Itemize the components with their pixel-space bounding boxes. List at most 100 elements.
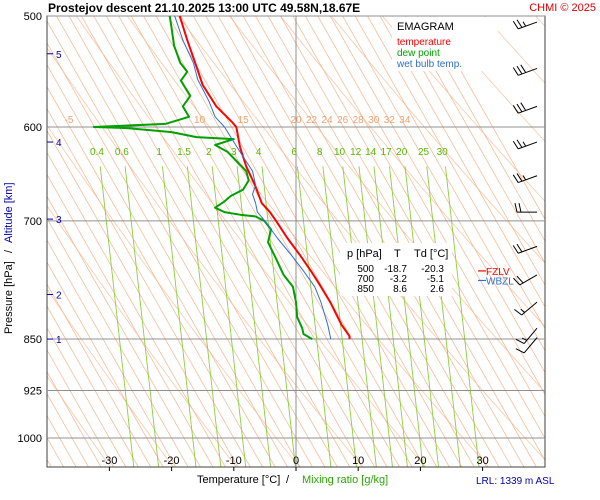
level-label-wbzl: WBZL [486,276,514,287]
x-tick-label: 0 [293,455,299,467]
mixing-ratio-label: 10 [334,147,346,158]
dry-adiabat-line [47,204,237,467]
isotherm-line [304,16,545,440]
wind-barb-flag [515,348,525,354]
x-axis-label-temperature: Temperature [°C] [197,474,280,486]
isotherm-label: 22 [306,115,318,126]
summary-header-td: Td [°C] [414,248,448,260]
pressure-tick-label: 925 [24,386,42,398]
isotherm-line [168,16,425,467]
x-tick-label: 10 [352,455,364,467]
chart-title: Prostejov descent 21.10.2025 13:00 UTC 4… [48,1,360,15]
mixing-ratio-label: 1 [156,147,162,158]
wind-barb-flag [512,140,519,150]
wind-barb [515,337,538,354]
altitude-km-label: 3 [56,215,62,226]
isotherm-line [130,16,388,467]
isotherm-line [143,16,400,467]
mixing-ratio-line [389,166,424,467]
y-axis-label-separator: / [3,249,15,253]
pressure-tick-label: 850 [24,334,42,346]
y-axis-label-pressure: Pressure [hPa] [3,261,15,334]
mixing-ratio-line [426,166,461,467]
wind-barb-shaft [521,301,538,316]
dry-adiabat-line [279,16,545,328]
wind-barb-flag [512,105,519,114]
isotherm-line [367,16,545,330]
x-tick-label: 20 [414,455,426,467]
isotherm-line [230,16,488,467]
wind-barb-shaft [518,105,538,114]
isotherm-line [47,130,239,467]
isotherm-line [192,16,450,467]
mixing-ratio-line [161,166,197,467]
mixing-ratio-label: 3 [231,147,237,158]
mixing-ratio-line [373,166,408,467]
x-axis-label-separator: / [286,474,290,486]
x-axis-label-mixing-ratio: Mixing ratio [g/kg] [302,474,388,486]
wind-barb-half-flag [520,308,526,313]
isotherm-line [416,16,545,242]
wind-barb [514,301,538,316]
isotherm-line [379,16,545,308]
pressure-tick-label: 1000 [18,433,42,445]
isotherm-line [342,16,545,374]
mixing-ratio-line [261,166,296,467]
x-tick-label: -10 [226,455,242,467]
isotherm-line [280,16,537,467]
legend-temperature: temperature [397,37,451,48]
wind-barb [514,202,537,213]
wind-barb-flag [514,202,518,213]
isotherm-label: 32 [384,115,396,126]
footer-lrl: LRL: 1339 m ASL [476,476,555,487]
isotherm-line [217,16,475,467]
x-tick-label: 30 [476,455,488,467]
mixing-ratio-line [211,166,247,467]
mixing-ratio-label: 2 [206,147,212,158]
altitude-km-label: 5 [56,50,62,61]
dry-adiabat-line [47,288,174,467]
dry-adiabat-line [75,16,427,467]
isotherm-line [47,195,201,467]
wind-barb-flag [514,308,522,316]
profile-series [92,15,351,340]
isotherm-line [354,16,545,352]
dry-adiabat-line [126,16,490,467]
pressure-tick-label: 600 [24,122,42,134]
altitude-km-label: 1 [56,335,62,346]
background-lines [47,16,545,467]
legend-title: EMAGRAM [397,21,454,33]
isotherm-line [317,16,545,418]
mixing-ratio-line [342,166,377,467]
isotherm-label: 10 [194,115,206,126]
mixing-ratio-label: 30 [437,147,449,158]
wind-barb [513,274,538,286]
isotherm-line [267,16,525,467]
wind-barb-flag [520,64,527,73]
isotherm-line [93,16,351,467]
isotherm-line [47,283,152,467]
isotherm-label: -5 [65,115,74,126]
x-tick-label: -30 [101,455,117,467]
wind-barb [512,243,538,254]
isotherm-line [429,16,545,220]
isotherm-line [47,371,102,467]
mixing-ratio-label: 4 [256,147,262,158]
wind-barb-shaft [518,245,538,254]
isotherm-label: 15 [238,115,250,126]
isotherm-line [392,16,545,286]
wind-barb-flag [516,139,523,148]
mixing-ratio-line [404,166,439,467]
pressure-tick-label: 500 [24,11,42,23]
wind-barb-flag [518,202,522,213]
mixing-ratio-line [322,166,357,467]
mixing-ratio-label: 0.6 [115,147,129,158]
wind-barb [512,102,538,114]
isotherm-label: 24 [322,115,334,126]
altitude-km-label: 2 [56,290,62,301]
wind-barb-flag [516,65,523,75]
wind-barb-half-flag [522,337,527,341]
wind-barb-half-flag [522,175,527,181]
isotherm-line [47,327,127,467]
legend-dew-point: dew point [397,48,440,59]
